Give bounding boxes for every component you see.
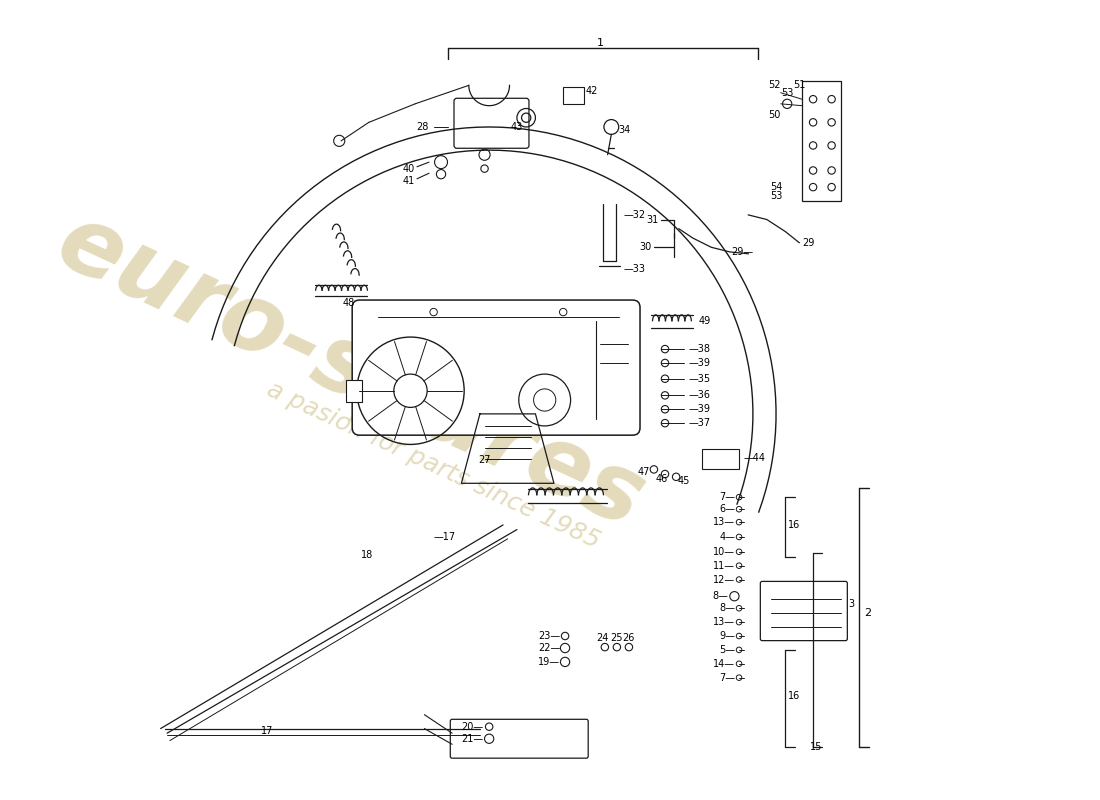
Text: —39: —39 (689, 404, 711, 414)
Text: 46: 46 (656, 474, 668, 484)
Text: 13—: 13— (713, 517, 735, 527)
Text: —36: —36 (689, 390, 711, 400)
Text: 27: 27 (478, 455, 491, 465)
FancyBboxPatch shape (450, 719, 588, 758)
Text: 5—: 5— (719, 645, 735, 655)
Text: —33: —33 (624, 263, 646, 274)
Text: —39: —39 (689, 358, 711, 368)
Text: 28: 28 (417, 122, 429, 132)
Bar (345, 380, 362, 402)
Text: 12—: 12— (713, 574, 735, 585)
Text: euro-spares: euro-spares (42, 196, 658, 549)
Bar (563, 87, 584, 104)
Text: 14—: 14— (713, 658, 735, 669)
Text: 49: 49 (698, 316, 711, 326)
Text: 1: 1 (596, 38, 604, 48)
Text: —38: —38 (689, 344, 711, 354)
Text: —35: —35 (689, 374, 711, 384)
Text: 7—: 7— (719, 673, 735, 682)
Text: 53: 53 (781, 88, 793, 98)
Text: 54: 54 (770, 182, 782, 192)
Text: 20—: 20— (462, 722, 484, 732)
Text: 4—: 4— (719, 532, 735, 542)
Bar (702, 449, 739, 470)
Text: 52: 52 (768, 80, 781, 90)
Text: 45: 45 (678, 477, 691, 486)
Text: 26: 26 (623, 633, 635, 643)
Text: 34: 34 (618, 125, 631, 134)
Text: 43: 43 (510, 122, 524, 132)
Text: 10—: 10— (713, 546, 735, 557)
Text: 8—: 8— (719, 603, 735, 614)
Text: 16: 16 (788, 520, 801, 530)
Text: 15: 15 (810, 742, 822, 752)
Text: —44: —44 (744, 454, 766, 463)
Text: 51: 51 (793, 80, 805, 90)
Text: 11—: 11— (713, 561, 735, 570)
Text: 31: 31 (647, 214, 659, 225)
Text: 42: 42 (585, 86, 597, 96)
Text: 22—: 22— (538, 643, 560, 653)
Text: 9—: 9— (719, 631, 735, 641)
Text: 47: 47 (638, 467, 650, 477)
Text: —32: —32 (624, 210, 646, 220)
Text: 29—: 29— (730, 247, 752, 257)
Text: 2: 2 (864, 608, 871, 618)
Text: —17: —17 (433, 532, 455, 542)
Text: 13—: 13— (713, 617, 735, 627)
Text: 40: 40 (403, 164, 415, 174)
Text: 3: 3 (848, 598, 855, 609)
Text: a pasion for parts since 1985: a pasion for parts since 1985 (263, 377, 604, 553)
Bar (802, 81, 840, 201)
Text: 6—: 6— (719, 504, 735, 514)
Text: 19—: 19— (538, 657, 560, 667)
Text: 16: 16 (788, 691, 801, 701)
FancyBboxPatch shape (760, 582, 847, 641)
Text: 18: 18 (361, 550, 374, 561)
Text: 29: 29 (802, 238, 814, 248)
Text: 25: 25 (610, 633, 623, 643)
Text: 53: 53 (770, 191, 782, 202)
Text: 30: 30 (639, 242, 651, 252)
Text: 48: 48 (343, 298, 355, 308)
Text: —37: —37 (689, 418, 711, 428)
Text: 50: 50 (768, 110, 781, 120)
FancyBboxPatch shape (454, 98, 529, 148)
FancyBboxPatch shape (352, 300, 640, 435)
Text: 7—: 7— (719, 492, 735, 502)
Text: 17: 17 (261, 726, 273, 736)
Text: 8—: 8— (712, 591, 728, 602)
Text: 24: 24 (596, 633, 608, 643)
Text: 21—: 21— (462, 734, 484, 744)
Text: 41: 41 (403, 176, 415, 186)
Text: 23—: 23— (538, 631, 560, 641)
